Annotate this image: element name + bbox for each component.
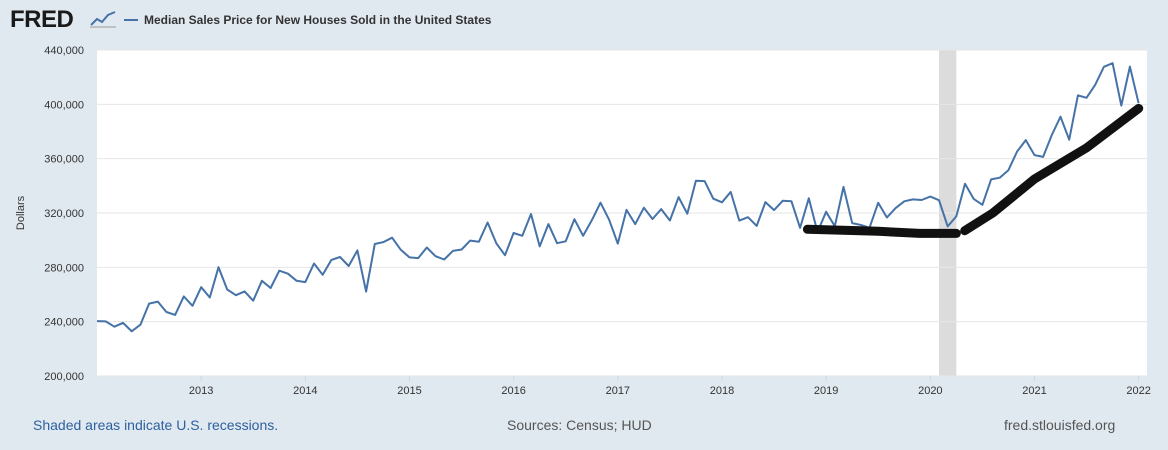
y-tick-label: 440,000 <box>44 45 84 57</box>
site-link[interactable]: fred.stlouisfed.org <box>1004 417 1116 433</box>
x-tick-label: 2015 <box>397 385 421 397</box>
y-tick-label: 240,000 <box>44 317 84 329</box>
chart-area: 200,000 240,000 280,000 320,000 360,000 400,0… <box>15 45 1151 397</box>
x-tick-label: 2018 <box>710 385 734 397</box>
y-tick-label: 320,000 <box>44 208 84 220</box>
chart-legend[interactable]: Median Sales Price for New Houses Sold i… <box>124 10 491 30</box>
series-line <box>96 62 1140 333</box>
x-tick-label: 2016 <box>501 385 525 397</box>
chart-header: FRED Median Sales Price for New Houses S… <box>0 0 1168 40</box>
x-tick-label: 2022 <box>1126 385 1150 397</box>
annotation-trend-line <box>960 103 1144 236</box>
y-axis-label: Dollars <box>15 195 27 230</box>
recession-note[interactable]: Shaded areas indicate U.S. recessions. <box>33 417 279 433</box>
y-tick-label: 360,000 <box>44 154 84 166</box>
annotation-trend-line <box>802 224 961 238</box>
sources-text: Sources: Census; HUD <box>507 417 652 433</box>
y-tick-label: 200,000 <box>44 371 84 383</box>
y-tick-label: 400,000 <box>44 99 84 111</box>
x-tick-label: 2020 <box>918 385 942 397</box>
fred-logo[interactable]: FRED <box>10 6 74 33</box>
fred-logo-graph-icon <box>90 10 116 28</box>
x-tick-label: 2019 <box>814 385 838 397</box>
x-tick-label: 2021 <box>1022 385 1046 397</box>
x-tick-label: 2014 <box>293 385 317 397</box>
x-tick-label: 2013 <box>189 385 213 397</box>
y-tick-label: 280,000 <box>44 262 84 274</box>
legend-swatch <box>124 19 138 21</box>
chart-title: Median Sales Price for New Houses Sold i… <box>144 13 492 27</box>
x-tick-label: 2017 <box>606 385 630 397</box>
